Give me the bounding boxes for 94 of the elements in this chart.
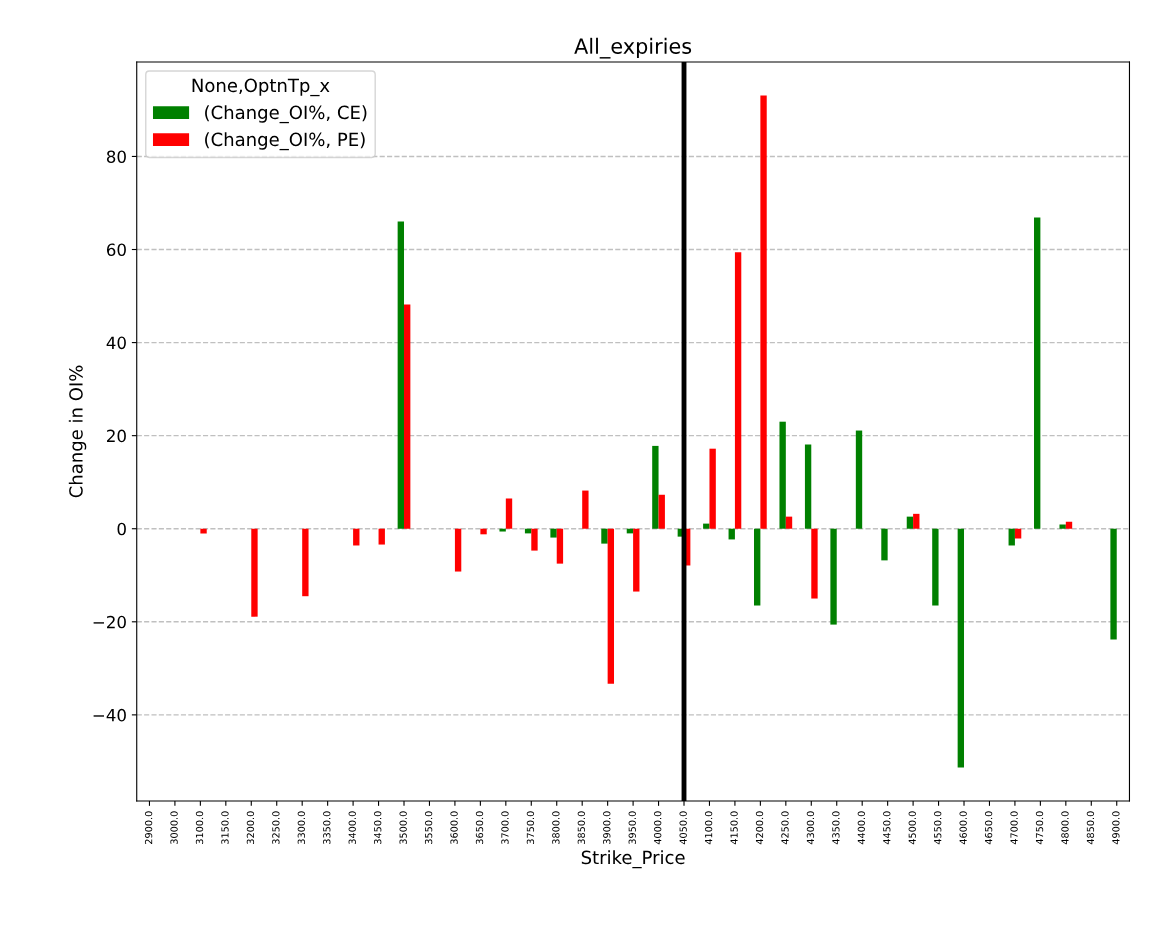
x-tick-label: 4450.0 [883,811,891,845]
x-tick-label: 3150.0 [221,811,229,844]
bar [1110,528,1117,640]
bar [200,528,207,534]
bar [804,444,812,529]
bar [404,304,411,529]
x-tick-label: 4150.0 [730,811,738,845]
bar [913,513,920,529]
x-tick-label: 4850.0 [1086,811,1095,845]
bar [499,528,506,532]
chart-title: All_expiries [574,37,692,59]
x-tick-label: 4050.0 [679,811,687,845]
y-tick-label: 0 [117,522,126,536]
x-tick-label: 3900.0 [603,811,611,844]
y-tick-label: 80 [106,150,126,164]
x-tick-label: 4250.0 [781,811,789,845]
bar [378,528,385,545]
y-tick-label: 20 [107,429,126,443]
bar [582,490,589,529]
bar [353,528,360,546]
x-tick-label: 4800.0 [1061,811,1069,845]
bar [601,528,608,544]
x-tick-label: 3500.0 [399,811,407,844]
y-axis-title: Change in OI% [68,365,87,498]
x-tick-label: 3950.0 [628,811,636,844]
bar [906,516,914,529]
bar [830,528,837,625]
bar [881,528,888,561]
x-tick-label: 3100.0 [195,811,204,844]
x-tick-label: 4700.0 [1010,811,1018,845]
bar [703,523,710,529]
x-tick-label: 4500.0 [908,811,916,845]
x-tick-label: 3750.0 [526,811,535,844]
x-tick-label: 2900.0 [144,811,153,844]
x-tick-label: 4550.0 [934,811,942,845]
bar [531,528,538,551]
bar [480,528,487,535]
x-tick-label: 3800.0 [552,811,560,844]
y-tick-label: −40 [93,708,126,722]
bar [1065,521,1073,529]
x-tick-label: 4100.0 [704,811,713,845]
x-tick-label: 3000.0 [170,811,178,844]
x-tick-label: 4200.0 [755,811,764,845]
x-tick-label: 3200.0 [246,811,255,844]
bar [302,528,309,597]
x-tick-label: 4750.0 [1035,811,1044,845]
x-tick-label: 3250.0 [272,811,280,844]
x-tick-label: 4600.0 [959,811,967,845]
bar [855,430,863,529]
x-tick-label: 4000.0 [654,811,662,845]
y-tick-label: 60 [106,243,126,257]
x-tick-label: 3650.0 [475,811,484,844]
legend-label: (Change_OI%, CE) [205,105,367,124]
x-tick-label: 4900.0 [1112,811,1120,845]
bar [550,528,557,538]
bar [652,445,659,529]
bar [760,95,767,529]
bar [1059,524,1066,529]
bar [556,528,564,564]
bar [734,252,742,529]
y-tick-label: 40 [106,336,126,350]
bar [1008,528,1015,546]
bar [709,448,716,529]
bar [1014,528,1022,539]
bar [633,528,640,592]
x-tick-label: 4350.0 [832,811,840,845]
x-tick-label: 3700.0 [501,811,509,844]
bar [932,528,939,606]
legend-label: (Change_OI%, PE) [205,132,365,151]
x-axis-title: Strike_Price [581,850,685,869]
x-tick-label: 3300.0 [297,811,306,844]
bar [251,528,258,617]
y-tick-label: −20 [93,615,126,629]
x-tick-label: 4400.0 [857,811,866,845]
bar [957,528,965,768]
bar [505,498,513,529]
bar [785,516,793,529]
bar [754,528,761,606]
x-tick-label: 3600.0 [450,811,458,844]
x-tick-label: 4650.0 [984,811,993,845]
bar [607,528,615,684]
bar [779,421,786,529]
legend-title: None,OptnTp_x [192,78,330,97]
x-tick-label: 3350.0 [323,811,331,844]
x-tick-label: 3550.0 [424,811,433,844]
x-tick-label: 4300.0 [806,811,815,845]
x-tick-label: 3450.0 [374,811,382,844]
bar [658,494,665,529]
bar [811,528,818,599]
bar [454,528,462,572]
x-tick-label: 3850.0 [577,811,586,844]
bar [1034,217,1041,529]
bar [397,221,405,529]
x-tick-label: 3400.0 [348,811,356,844]
